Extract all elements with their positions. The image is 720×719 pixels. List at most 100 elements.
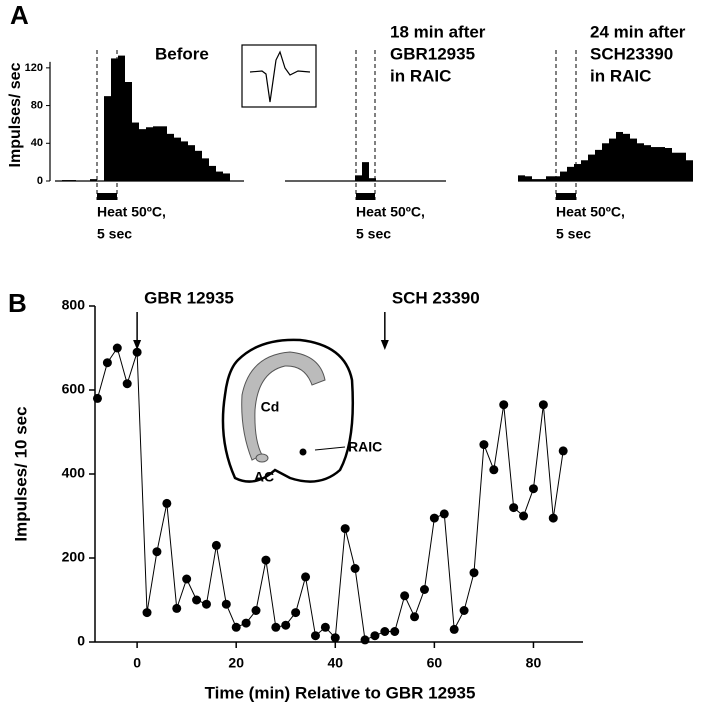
bar: [223, 173, 230, 181]
bar: [665, 148, 672, 181]
bar: [532, 179, 539, 181]
bar: [118, 55, 125, 181]
x-tick-label: 0: [133, 655, 141, 671]
point: [390, 627, 400, 636]
bar: [188, 145, 195, 181]
inset-label: AC: [254, 469, 274, 485]
x-tick-label: 60: [427, 655, 443, 671]
point: [340, 524, 350, 534]
bar: [174, 137, 181, 181]
point: [459, 606, 469, 615]
point: [350, 564, 360, 573]
point: [221, 599, 231, 609]
bar: [125, 82, 132, 181]
bar: [679, 152, 686, 181]
bar: [574, 164, 581, 181]
arrow-head: [133, 340, 142, 350]
point: [400, 591, 410, 601]
panel-title: Before: [155, 44, 209, 63]
point: [192, 595, 202, 605]
x-tick-label: 80: [526, 655, 542, 671]
bar: [658, 147, 665, 181]
bar: [181, 141, 188, 181]
bar: [160, 126, 167, 181]
raic-pointer: [314, 446, 346, 451]
bar: [609, 138, 616, 181]
bar: [362, 162, 369, 181]
point: [439, 509, 449, 519]
point: [469, 568, 479, 578]
point: [449, 624, 459, 634]
point: [92, 393, 102, 403]
point: [281, 620, 291, 630]
y-tick-label: 400: [62, 465, 86, 481]
heat-bar: [97, 193, 117, 200]
y-tick-label: 120: [25, 62, 43, 74]
bar: [202, 158, 209, 181]
point: [360, 635, 370, 645]
y-axis-label: Impulses/ 10 sec: [11, 406, 30, 541]
waveform-box: [241, 44, 317, 108]
bar: [686, 160, 693, 181]
point: [410, 612, 420, 622]
x-axis-label: Time (min) Relative to GBR 12935: [205, 683, 476, 702]
annotation: SCH 23390: [392, 288, 480, 307]
bar: [525, 176, 532, 181]
bar: [630, 138, 637, 181]
point: [162, 498, 172, 508]
panel-title: 24 min after: [590, 22, 686, 41]
bar: [588, 154, 595, 181]
point: [499, 400, 509, 410]
panel-label: A: [10, 0, 29, 30]
bar: [146, 127, 153, 181]
bar: [209, 165, 216, 181]
point: [182, 574, 192, 584]
bar: [62, 180, 69, 181]
x-tick-label: 40: [327, 655, 343, 671]
point: [301, 572, 311, 582]
point: [538, 400, 548, 410]
point: [172, 603, 182, 613]
y-tick-label: 800: [62, 297, 86, 313]
y-axis-label: Impulses/ sec: [7, 62, 24, 167]
arrow-head: [380, 340, 389, 350]
y-tick-label: 0: [77, 633, 85, 649]
bar: [195, 150, 202, 181]
recording-site: [299, 448, 307, 456]
panel-label: B: [8, 288, 27, 318]
heat-label: Heat 50ºC,: [97, 204, 166, 220]
bar: [104, 96, 111, 181]
point: [132, 347, 142, 357]
point: [142, 608, 152, 618]
point: [548, 513, 558, 523]
heat-bar: [556, 193, 576, 200]
point: [370, 631, 380, 641]
point: [558, 446, 568, 456]
bar: [369, 178, 376, 181]
bar: [132, 122, 139, 181]
point: [251, 606, 261, 615]
panel-title: SCH23390: [590, 44, 673, 63]
point: [261, 555, 271, 565]
inset-label: RAIC: [348, 439, 382, 455]
bar: [518, 175, 525, 181]
bar: [111, 58, 118, 181]
bar: [167, 133, 174, 181]
bar: [546, 176, 553, 181]
heat-bar: [356, 193, 375, 200]
y-tick-label: 600: [62, 381, 86, 397]
heat-label: 5 sec: [556, 226, 591, 242]
point: [231, 622, 241, 632]
y-tick-label: 80: [31, 99, 43, 111]
annotation: GBR 12935: [144, 288, 234, 307]
bar: [616, 131, 623, 181]
panel-title: in RAIC: [590, 66, 651, 85]
y-tick-label: 40: [31, 137, 43, 149]
bar: [567, 166, 574, 181]
bar: [539, 179, 546, 181]
point: [241, 618, 251, 628]
point: [489, 465, 499, 475]
heat-label: Heat 50ºC,: [556, 204, 625, 220]
bar: [560, 171, 567, 181]
panel-title: 18 min after: [390, 22, 486, 41]
